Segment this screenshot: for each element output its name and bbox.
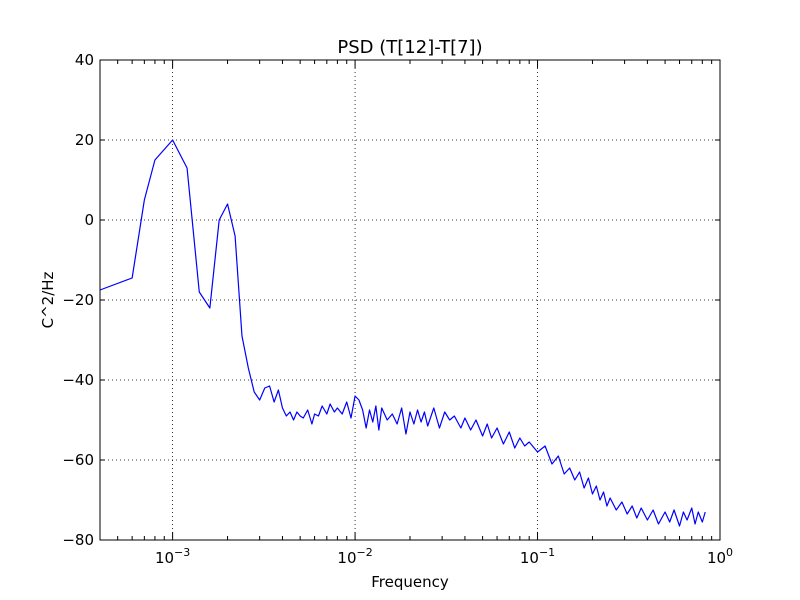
y-axis-label: C^2/Hz bbox=[39, 271, 57, 328]
y-tick-label: 20 bbox=[75, 131, 94, 149]
axis-tick-labels: 40 20 0 −20 −40 −60 −80 10−3 10−2 10−1 100 bbox=[62, 51, 733, 567]
psd-series-line bbox=[99, 139, 706, 527]
x-tick-label: 10−2 bbox=[337, 546, 372, 567]
x-tick-label: 100 bbox=[707, 546, 733, 567]
y-tick-label: 0 bbox=[84, 211, 94, 229]
x-axis-label: Frequency bbox=[371, 573, 449, 591]
chart-title: PSD (T[12]-T[7]) bbox=[337, 37, 482, 58]
y-tick-label: −20 bbox=[62, 291, 94, 309]
x-tick-label: 10−1 bbox=[520, 546, 555, 567]
y-tick-label: −40 bbox=[62, 371, 94, 389]
x-tick-label: 10−3 bbox=[155, 546, 190, 567]
y-tick-label: −80 bbox=[62, 531, 94, 549]
series-layer bbox=[99, 139, 706, 527]
y-tick-label: −60 bbox=[62, 451, 94, 469]
grid-lines bbox=[100, 60, 720, 540]
y-tick-label: 40 bbox=[75, 51, 94, 69]
axis-ticks bbox=[100, 59, 721, 541]
